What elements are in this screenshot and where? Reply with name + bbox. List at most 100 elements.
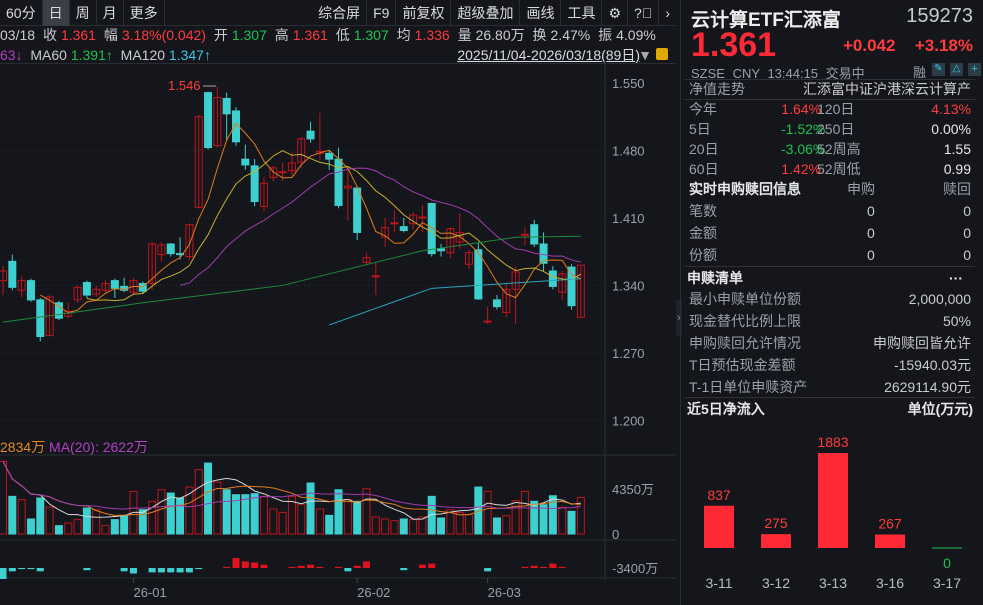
candle-body [83, 283, 90, 296]
candle [55, 301, 62, 320]
candle-body [205, 93, 212, 148]
candle [223, 93, 230, 141]
candle [400, 218, 407, 232]
indicator-bar [121, 568, 128, 571]
candle [18, 276, 25, 297]
volume-bar [223, 490, 230, 534]
alert-bell-icon[interactable]: △ [950, 63, 963, 76]
volume-bar [438, 518, 445, 534]
candle-body [335, 159, 342, 205]
volume-bar [335, 490, 342, 534]
candle [521, 228, 528, 245]
nav-row: 今年1.64%120日4.13% [689, 99, 971, 119]
nav-row: 5日-1.52%250日0.00% [689, 119, 971, 139]
price-tick-label: 1.340 [612, 278, 645, 293]
price-change: +0.042 [843, 36, 895, 56]
quote-panel: 云计算ETF汇添富 159273 1.361 +0.042 +3.18% SZS… [680, 0, 983, 605]
indicator-bar [260, 565, 267, 568]
candle-body [419, 217, 426, 218]
candle-body [400, 227, 407, 231]
volume-bar [316, 509, 323, 534]
volume-bar [177, 498, 184, 534]
indicator-bar [419, 565, 426, 568]
volume-bar [55, 526, 62, 534]
nav-row: 60日1.42%52周低0.99 [689, 159, 971, 179]
volume-bar [205, 463, 212, 534]
volume-bar [410, 520, 417, 534]
date-tick-label: 26-01 [133, 585, 166, 600]
nav-row: 20日-3.06%52周高1.55 [689, 139, 971, 159]
volume-bar [484, 491, 491, 534]
price-tick-label: 1.270 [612, 346, 645, 361]
candle [214, 87, 221, 148]
indicator-bar [484, 568, 491, 571]
indicator-tick-label: -3400万 [612, 561, 658, 576]
edit-icon[interactable]: ✎ [932, 63, 945, 76]
indicator-bar [549, 564, 556, 568]
volume-bar [270, 509, 277, 534]
candle [512, 266, 519, 324]
date-tick-label: 26-02 [357, 585, 390, 600]
inflow-value: 837 [707, 487, 731, 503]
volume-bar [354, 501, 361, 534]
pcf-row: 最小申赎单位份额2,000,000 [689, 289, 971, 309]
candle [279, 163, 286, 181]
volume-bar [298, 505, 305, 534]
candle [456, 213, 463, 249]
indicator-bar [83, 568, 90, 570]
inflow-value: 275 [764, 515, 788, 531]
candle-body [9, 261, 16, 287]
indicator-bar [9, 568, 16, 571]
candlestick-chart[interactable]: 1.5501.4801.4101.3401.2701.2001.5464350万… [0, 0, 676, 605]
volume-bar [9, 496, 16, 534]
price-tick-label: 1.410 [612, 211, 645, 226]
inflow-date: 3-17 [933, 575, 961, 591]
volume-tick-label: 0 [612, 527, 619, 542]
indicator-bar [288, 567, 295, 568]
indicator-bar [177, 568, 184, 572]
realtime-row: 份额00 [689, 245, 971, 265]
pcf-row: T-1日单位申赎资产2629114.90元 [689, 377, 971, 397]
candle [205, 92, 212, 150]
pcf-row: 申购赎回允许情况申购赎回皆允许 [689, 333, 971, 353]
candle [121, 278, 128, 292]
candle [158, 242, 165, 261]
volume-bar [419, 517, 426, 534]
date-tick-label: 26-03 [488, 585, 521, 600]
candle [438, 244, 445, 257]
indicator-bar [428, 564, 435, 568]
candle-body [167, 244, 174, 254]
realtime-header: 实时申购赎回信息申购赎回 [689, 179, 971, 199]
last-price: 1.361 [691, 26, 776, 65]
candle-body [372, 276, 379, 277]
volume-bar [111, 520, 118, 534]
nav-header: 净值走势汇添富中证沪港深云计算产 [689, 79, 971, 99]
inflow-value: 1883 [817, 434, 848, 450]
indicator-bar [354, 566, 361, 568]
more-button[interactable]: ··· [949, 268, 963, 288]
volume-bar [93, 510, 100, 534]
inflow-date: 3-16 [876, 575, 904, 591]
volume-bar [27, 519, 34, 534]
volume-bar [466, 515, 473, 534]
candle-body [531, 225, 538, 244]
candle [260, 177, 267, 211]
volume-bar [391, 521, 398, 534]
inflow-value: 0 [943, 555, 951, 571]
indicator-bar [195, 568, 202, 569]
candle [167, 243, 174, 256]
volume-bar [577, 497, 584, 534]
volume-bar [18, 500, 25, 534]
indicator-bar [335, 567, 342, 568]
indicator-bar [149, 568, 156, 572]
candle [102, 280, 109, 293]
volume-legend: 2834万 MA(20): 2622万 [0, 437, 148, 457]
volume-bar [512, 501, 519, 534]
candle [251, 159, 258, 206]
add-watchlist-icon[interactable]: + [968, 63, 981, 76]
indicator-bar [37, 568, 44, 571]
volume-bar [400, 519, 407, 534]
price-tick-label: 1.550 [612, 76, 645, 91]
indicator-bar [363, 561, 370, 568]
candle-body [428, 204, 435, 254]
